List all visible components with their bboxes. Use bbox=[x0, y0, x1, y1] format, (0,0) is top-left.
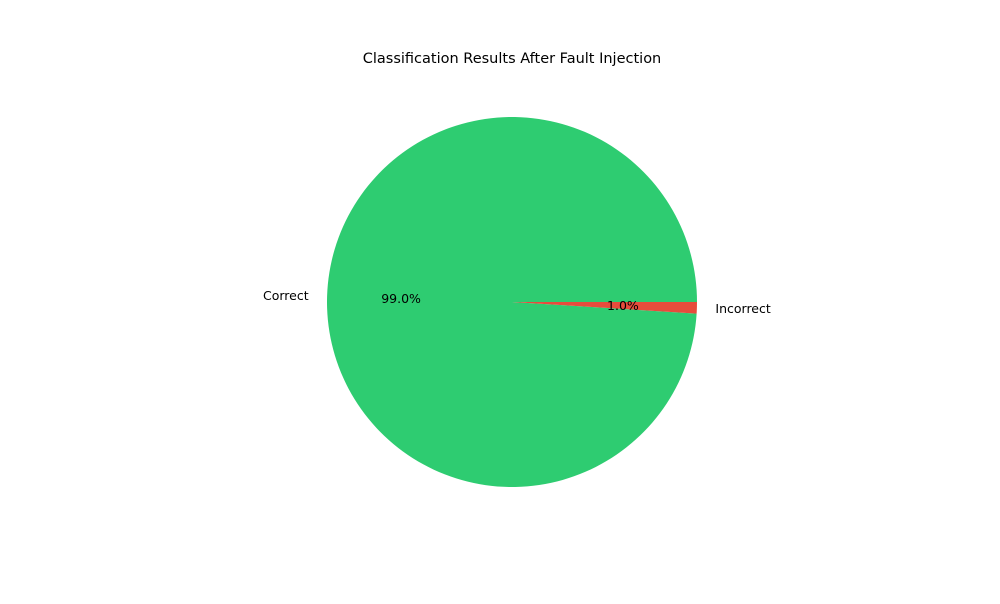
pie-labels: Correct 99.0% Incorrect 1.0% bbox=[263, 288, 771, 316]
pie-slices bbox=[327, 117, 697, 488]
chart-title: Classification Results After Fault Injec… bbox=[363, 51, 662, 67]
slice-label-correct: Correct bbox=[263, 288, 309, 303]
pct-label-correct: 99.0% bbox=[381, 291, 421, 306]
pct-label-incorrect: 1.0% bbox=[607, 298, 639, 313]
pie-slice-incorrect bbox=[512, 302, 697, 314]
slice-label-incorrect: Incorrect bbox=[715, 301, 770, 316]
pie-slice-correct bbox=[327, 117, 697, 488]
